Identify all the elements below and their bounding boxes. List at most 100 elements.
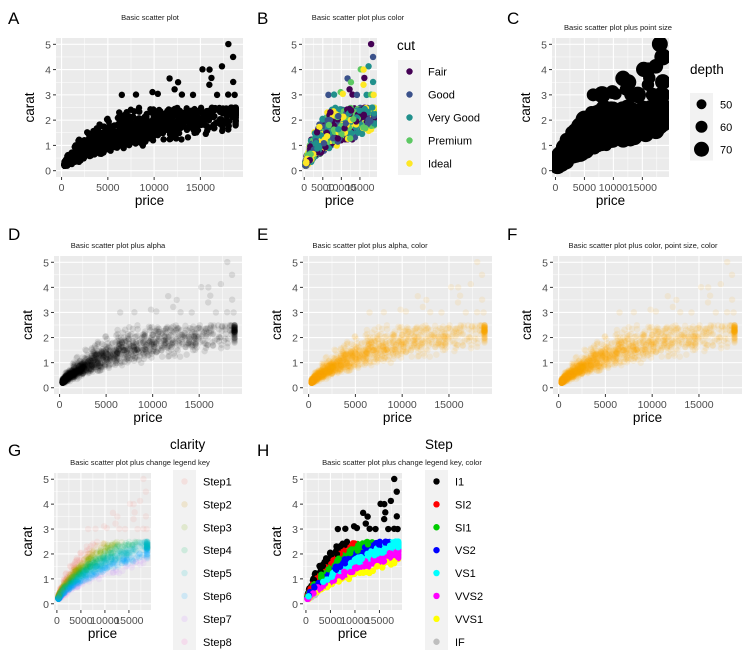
data-point (171, 329, 178, 336)
y-axis-label: carat (22, 92, 37, 122)
data-point (369, 104, 376, 111)
data-point (80, 360, 87, 367)
x-tick-label: 10000 (327, 182, 356, 194)
data-point (99, 351, 106, 358)
data-point (61, 376, 68, 384)
data-point (80, 363, 88, 370)
data-point (218, 341, 225, 348)
data-point (61, 375, 68, 382)
data-point (231, 327, 238, 334)
data-point (104, 356, 111, 363)
data-point (86, 361, 94, 369)
data-point (192, 335, 199, 342)
y-tick-label: 3 (43, 307, 49, 319)
data-point (90, 361, 98, 368)
data-point (102, 354, 109, 361)
data-point (314, 145, 321, 152)
data-point (189, 341, 197, 349)
data-point (626, 113, 638, 125)
data-point (148, 340, 155, 348)
data-point (59, 379, 66, 386)
data-point (93, 357, 100, 365)
data-point (552, 157, 565, 170)
data-point (64, 374, 71, 381)
data-point (59, 378, 66, 385)
data-point (83, 365, 90, 372)
data-point (91, 362, 98, 369)
data-point (179, 336, 186, 343)
data-point (70, 369, 77, 376)
data-point (190, 323, 197, 330)
panel-title: Basic scatter plot (121, 13, 180, 22)
x-tick-label: 0 (553, 182, 559, 194)
data-point (73, 367, 81, 375)
data-point (73, 367, 81, 375)
data-point (155, 332, 162, 339)
data-point (325, 121, 333, 129)
data-point (59, 379, 66, 386)
data-point (59, 379, 66, 386)
data-point (178, 326, 185, 334)
data-point (59, 379, 67, 386)
data-point (169, 110, 177, 117)
data-point (185, 333, 192, 340)
data-point (109, 339, 116, 347)
data-point (84, 354, 91, 361)
data-point (59, 375, 67, 383)
data-point (125, 349, 133, 357)
data-point (187, 118, 195, 125)
data-point (224, 91, 232, 98)
data-point (147, 324, 154, 331)
data-point (71, 157, 79, 164)
data-point (59, 379, 66, 386)
data-point (145, 339, 153, 347)
x-tick-label: 5000 (96, 182, 120, 194)
data-point (164, 325, 171, 332)
y-tick-label: 2 (45, 115, 51, 127)
data-point (358, 130, 366, 138)
data-point (203, 329, 210, 336)
data-point (96, 123, 103, 131)
data-point (216, 120, 224, 128)
data-point (72, 369, 80, 376)
data-point (62, 373, 70, 380)
data-point (103, 335, 111, 343)
data-point (69, 375, 77, 382)
data-point (95, 130, 103, 137)
data-point (148, 341, 155, 348)
data-point (202, 344, 210, 352)
data-point (227, 322, 234, 330)
data-point (188, 329, 196, 336)
data-point (114, 330, 121, 338)
data-point (132, 333, 140, 340)
data-point (124, 335, 131, 342)
data-point (77, 366, 84, 374)
data-point (129, 342, 137, 349)
y-tick-label: 5 (541, 39, 547, 51)
data-point (76, 369, 83, 377)
data-point (63, 375, 71, 382)
data-point (66, 371, 73, 378)
data-point (231, 330, 238, 337)
data-point (98, 349, 105, 356)
data-point (79, 364, 86, 371)
data-point (60, 375, 68, 383)
legend-key (406, 160, 413, 167)
data-point (61, 374, 68, 381)
data-point (66, 370, 73, 377)
data-point (59, 378, 66, 385)
data-point (123, 338, 130, 345)
data-point (178, 136, 185, 143)
data-point (83, 366, 90, 373)
data-point (229, 78, 237, 86)
data-point (162, 335, 170, 343)
x-tick-label: 5000 (573, 182, 597, 194)
data-point (313, 129, 321, 136)
data-point (174, 116, 182, 124)
data-point (128, 343, 135, 350)
data-point (100, 347, 107, 355)
data-point (81, 361, 89, 369)
data-point (59, 376, 66, 384)
data-point (120, 144, 127, 152)
